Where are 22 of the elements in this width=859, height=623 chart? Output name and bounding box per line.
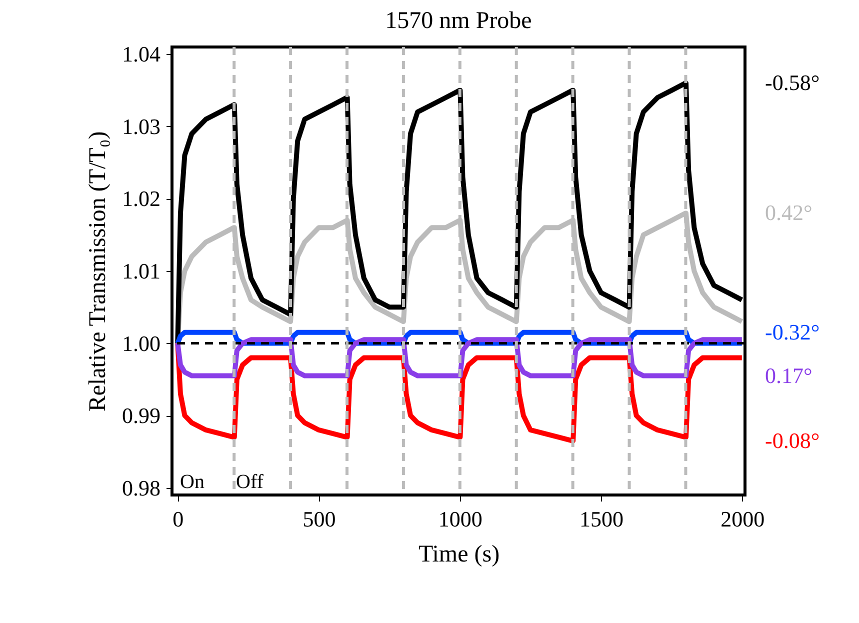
y-tick-label: 1.02 xyxy=(122,186,160,212)
x-tick-label: 500 xyxy=(302,506,336,532)
y-axis-title: Relative Transmission (T/T₀) xyxy=(85,131,111,412)
series-label: 0.17° xyxy=(765,362,812,388)
annotation: Off xyxy=(236,471,264,493)
y-tick-label: 1.00 xyxy=(122,330,160,356)
y-tick-label: 0.98 xyxy=(122,475,160,500)
x-tick-label: 2000 xyxy=(720,506,765,532)
text: -0.58° xyxy=(765,70,820,96)
annotation: On xyxy=(180,471,204,493)
x-axis-title: Time (s) xyxy=(418,542,500,568)
x-tick-label: 1500 xyxy=(580,506,624,532)
y-tick-label: 1.03 xyxy=(122,114,160,139)
x-tick-label: 1000 xyxy=(438,506,482,532)
chart-title: 1570 nm Probe xyxy=(385,8,532,34)
x-tick-label: 0 xyxy=(172,506,184,532)
text: 0.42° xyxy=(765,200,812,226)
series-label: -0.32° xyxy=(765,319,820,344)
y-tick-label: 1.04 xyxy=(122,42,160,67)
y-tick-label: 1.01 xyxy=(122,258,160,284)
text: -0.08° xyxy=(765,428,820,453)
y-tick-label: 0.99 xyxy=(122,403,160,428)
